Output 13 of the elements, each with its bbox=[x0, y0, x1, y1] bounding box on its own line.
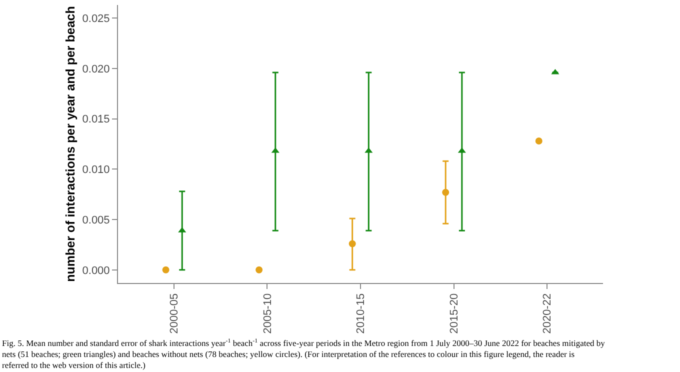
x-tick-label: 2000-05 bbox=[168, 293, 181, 334]
y-tick-label: 0.005 bbox=[82, 214, 110, 226]
y-axis-title: number of interactions per year and per beach bbox=[63, 6, 78, 282]
y-tick-label: 0.010 bbox=[82, 164, 110, 176]
y-tick-label: 0.000 bbox=[82, 264, 110, 277]
x-tick-label: 2020-22 bbox=[542, 293, 554, 334]
y-tick-label: 0.015 bbox=[82, 114, 110, 126]
y-tick-label: 0.025 bbox=[82, 12, 110, 25]
x-tick-label: 2005-10 bbox=[262, 293, 274, 334]
x-tick-label: 2010-15 bbox=[355, 293, 368, 334]
caption: Fig. 5. Mean number and standard error of shark interactions year$^{-1}$ beach$^{-1}$ across five-year periods in the Metro region from 1 July 2000–30 June 2022 for beaches mitigated by nets (51 beaches; green triangles) and beaches without nets (78 beaches; yellow circles). (For interpretation of the references to colour in this figure legend, the reader is referred to the web version of this article.) bbox=[2, 338, 606, 370]
x-tick-label: 2015-20 bbox=[448, 293, 460, 334]
y-tick-label: 0.020 bbox=[82, 63, 110, 76]
